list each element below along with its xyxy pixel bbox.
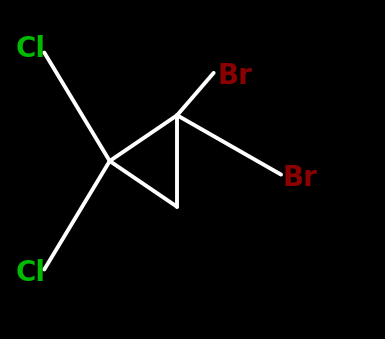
Text: Cl: Cl [15, 35, 45, 63]
Text: Br: Br [218, 62, 253, 90]
Text: Br: Br [283, 164, 318, 192]
Text: Cl: Cl [15, 259, 45, 287]
